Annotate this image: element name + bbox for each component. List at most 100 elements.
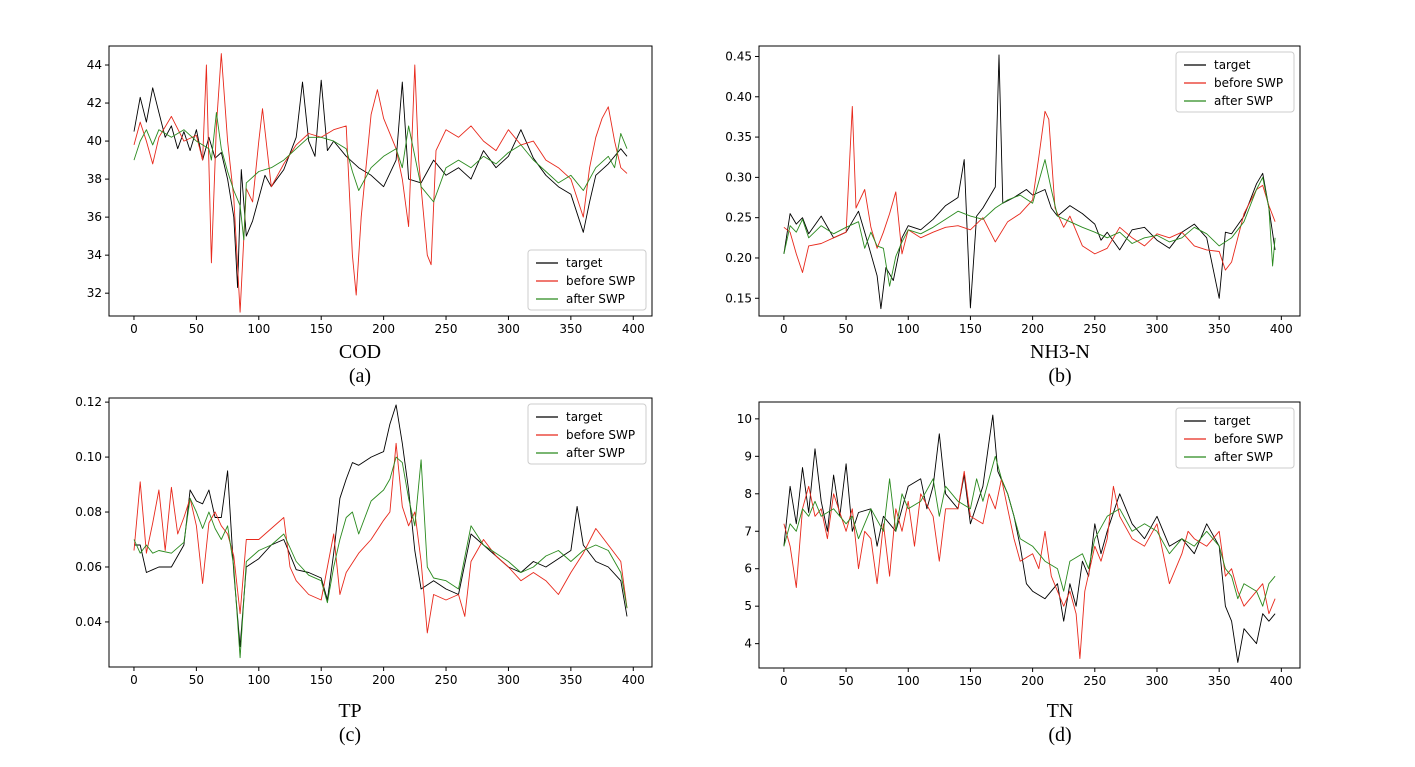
x-tick-label: 400 [1270, 322, 1293, 336]
x-tick-label: 400 [622, 322, 645, 336]
plot-area [133, 53, 628, 313]
chart-title-tp: TP [338, 700, 362, 722]
legend: target before SWP after SWP [527, 249, 647, 311]
x-tick-label: 0 [130, 673, 138, 687]
y-tick-label: 6 [744, 562, 752, 576]
legend-box [1175, 51, 1295, 113]
chart-panel-tp: 0 50 100 150 200 250 300 350 400 0.04 0.06 0.08 0.10… [0, 0, 700, 700]
legend-box [527, 403, 647, 465]
legend: target before SWP after SWP [1175, 51, 1295, 113]
x-tick-label: 200 [1021, 674, 1044, 688]
series-line-before-swp [783, 105, 1276, 273]
x-tick-label: 350 [559, 673, 582, 687]
series-line-target [134, 404, 628, 648]
chart-subcaption-a: (a) [348, 365, 372, 387]
y-tick-label: 0.30 [725, 170, 752, 184]
legend-label-before-swp: before SWP [1214, 76, 1283, 90]
x-tick-label: 250 [1083, 674, 1106, 688]
x-tick-label: 350 [1208, 674, 1231, 688]
y-tick-label: 0.08 [75, 505, 102, 519]
legend-label-target: target [566, 410, 603, 424]
legend-label-target: target [566, 256, 603, 270]
x-tick-label: 300 [1146, 322, 1169, 336]
chart-title-nh3n: NH3-N [1030, 341, 1090, 363]
chart-subcaption-c: (c) [338, 724, 362, 746]
chart-panel-cod: 0 50 100 150 200 250 300 350 400 32 34 36 38 40 42 44 ta… [0, 0, 700, 340]
x-tick-label: 250 [435, 673, 458, 687]
x-tick-label: 150 [310, 673, 333, 687]
y-tick-label: 0.45 [725, 49, 752, 63]
chart-tp: 0 50 100 150 200 250 300 350 400 0.04 0.06 0.08 0.10… [75, 395, 653, 687]
plot-area [783, 414, 1276, 663]
legend: target before SWP after SWP [1175, 407, 1295, 469]
y-tick-label: 42 [87, 96, 102, 110]
legend: target before SWP after SWP [527, 403, 647, 465]
y-tick-label: 7 [744, 524, 752, 538]
x-tick-label: 200 [372, 322, 395, 336]
y-tick-label: 34 [87, 248, 102, 262]
x-tick-label: 200 [1021, 322, 1044, 336]
plot-frame [758, 45, 1301, 317]
legend-label-after-swp: after SWP [566, 292, 625, 306]
y-tick-label: 5 [744, 599, 752, 613]
legend-label-after-swp: after SWP [566, 446, 625, 460]
y-tick-label: 0.35 [725, 130, 752, 144]
chart-cod: 0 50 100 150 200 250 300 350 400 32 34 36 38 40 42 44 ta… [87, 45, 653, 336]
series-line-target [133, 79, 628, 288]
x-tick-label: 0 [130, 322, 138, 336]
x-tick-label: 300 [1146, 674, 1169, 688]
plot-area [133, 404, 628, 659]
x-tick-label: 200 [372, 673, 395, 687]
x-tick-label: 0 [780, 674, 788, 688]
legend-label-after-swp: after SWP [1214, 450, 1273, 464]
y-tick-label: 0.06 [75, 560, 102, 574]
chart-nh3n: 0 50 100 150 200 250 300 350 400 0.15 0.20 0.25 0.30… [725, 45, 1301, 336]
chart-title-cod: COD [338, 341, 382, 363]
y-tick-label: 0.25 [725, 211, 752, 225]
legend-label-before-swp: before SWP [566, 274, 635, 288]
series-line-before-swp [783, 470, 1276, 660]
legend-label-target: target [1214, 58, 1251, 72]
legend-label-after-swp: after SWP [1214, 94, 1273, 108]
plot-frame [108, 45, 653, 317]
series-line-after-swp [783, 159, 1276, 287]
series-line-before-swp [133, 442, 628, 634]
legend-label-target: target [1214, 414, 1251, 428]
x-tick-label: 150 [959, 322, 982, 336]
y-tick-label: 36 [87, 210, 102, 224]
x-tick-label: 100 [897, 322, 920, 336]
legend-box [1175, 407, 1295, 469]
chart-panel-tn: 0 50 100 150 200 250 300 350 400 4 5 6 7 8 9 10 target be… [737, 401, 1301, 688]
x-tick-label: 150 [310, 322, 333, 336]
x-tick-label: 50 [838, 322, 853, 336]
y-tick-label: 0.20 [725, 251, 752, 265]
y-tick-label: 0.40 [725, 90, 752, 104]
y-tick-label: 0.10 [75, 450, 102, 464]
legend-label-before-swp: before SWP [1214, 432, 1283, 446]
x-tick-label: 50 [189, 322, 204, 336]
y-tick-label: 4 [744, 637, 752, 651]
plot-area [783, 54, 1276, 310]
series-line-after-swp [133, 456, 628, 659]
x-tick-label: 100 [247, 673, 270, 687]
series-line-before-swp [133, 53, 628, 313]
legend-box [527, 249, 647, 311]
series-line-after-swp [783, 455, 1276, 607]
y-tick-label: 0.12 [75, 395, 102, 409]
x-tick-label: 400 [622, 673, 645, 687]
x-tick-label: 50 [838, 674, 853, 688]
x-tick-label: 300 [497, 322, 520, 336]
y-tick-label: 9 [744, 449, 752, 463]
y-tick-label: 44 [87, 58, 102, 72]
plot-frame [108, 397, 653, 668]
chart-subcaption-d: (d) [1048, 724, 1072, 746]
y-tick-label: 38 [87, 172, 102, 186]
x-tick-label: 100 [897, 674, 920, 688]
y-tick-label: 32 [87, 286, 102, 300]
y-tick-label: 0.15 [725, 291, 752, 305]
x-tick-label: 50 [189, 673, 204, 687]
x-tick-label: 0 [780, 322, 788, 336]
chart-panel-nh3n: 0 50 100 150 200 250 300 350 400 0.15 0.20 0.25 0.30… [0, 0, 1415, 340]
x-tick-label: 100 [247, 322, 270, 336]
y-tick-label: 0.04 [75, 615, 102, 629]
